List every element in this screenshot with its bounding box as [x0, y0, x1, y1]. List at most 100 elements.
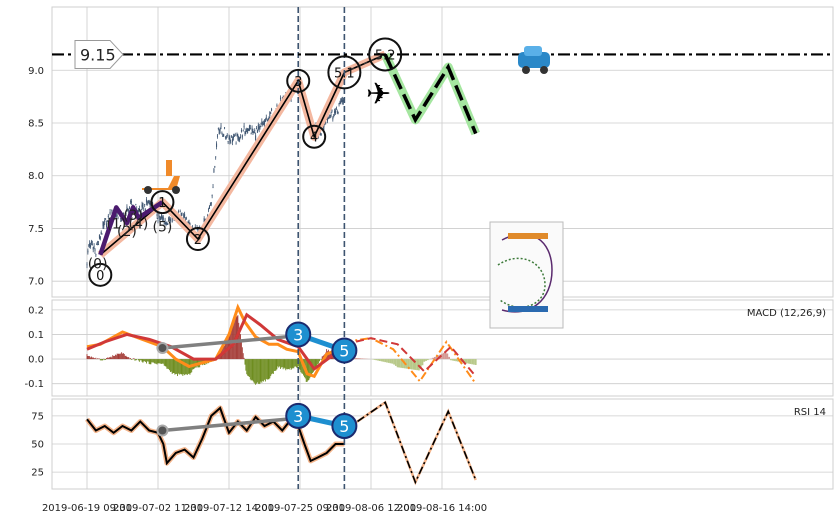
candle-body [158, 214, 160, 217]
macd-histogram-bar [266, 359, 268, 380]
candle-body [149, 202, 151, 205]
macd-histogram-bar [109, 357, 111, 360]
macd-projection-bar [410, 359, 413, 370]
macd-histogram-bar [231, 328, 233, 360]
candle-body [122, 212, 124, 215]
sub-wave-label: (0) [88, 257, 108, 273]
candle-body [97, 241, 99, 243]
macd-histogram-bar [258, 359, 260, 385]
macd-histogram-bar [113, 356, 115, 360]
wave-label: 1 [150, 190, 175, 215]
candle-body [163, 223, 165, 225]
macd-histogram-bar [90, 357, 91, 360]
macd-histogram-bar [167, 359, 169, 369]
wave-label-circle [88, 262, 113, 287]
macd-histogram-bar [95, 357, 97, 360]
macd-histogram-bar [319, 359, 320, 362]
candle-body [209, 203, 211, 205]
highlight-label: 3 [293, 325, 303, 344]
macd-histogram-bar [255, 359, 257, 385]
candle-body [218, 130, 220, 135]
candle-body [234, 134, 236, 136]
macd-histogram-bar [292, 359, 294, 368]
macd-histogram-bar [320, 359, 322, 361]
candle-body [87, 250, 89, 253]
candle-body [223, 134, 225, 137]
candle-body [340, 99, 342, 102]
macd-histogram-bar [89, 356, 91, 360]
macd-histogram-bar [100, 359, 102, 361]
candle-body [222, 135, 224, 137]
macd-histogram-bar [130, 359, 132, 360]
macd-histogram-bar [112, 355, 114, 360]
macd-histogram-bar [156, 359, 158, 365]
candle-body [86, 263, 88, 266]
macd-histogram-bar [318, 359, 320, 364]
wave-label-circle [302, 124, 327, 149]
rsi-projection-line [343, 401, 477, 485]
macd-histogram-bar [91, 357, 93, 360]
macd-projection-bar [441, 353, 443, 360]
candle-body [98, 234, 100, 239]
candle-body [224, 127, 226, 129]
macd-projection-bar [446, 353, 449, 360]
candle-body [108, 218, 110, 223]
candle-body [102, 222, 104, 227]
macd-histogram-bar [154, 359, 155, 364]
macd-histogram-bar [178, 359, 180, 375]
macd-histogram-bar [165, 359, 167, 367]
candle-body [334, 110, 336, 114]
macd-projection-bar [416, 359, 419, 371]
candle-body [156, 213, 158, 217]
macd-histogram-bar [98, 358, 100, 360]
candle-body [261, 121, 263, 124]
macd-histogram-bar [286, 359, 288, 369]
macd-histogram-bar [86, 354, 88, 360]
candle-body [143, 209, 145, 211]
macd-histogram-bar [142, 359, 144, 363]
macd-histogram-bar [253, 359, 255, 383]
candle-body [232, 136, 234, 139]
macd-histogram-bar [248, 359, 249, 377]
highlight-label: 3 [293, 407, 303, 426]
wave-label: 3 [286, 68, 311, 93]
wave-connector [344, 53, 386, 74]
candle-body [338, 103, 340, 105]
candle-body [221, 132, 223, 134]
candle-body [335, 107, 337, 109]
macd-histogram-bar [280, 359, 281, 369]
macd-histogram-bar [294, 359, 296, 367]
candle-body [188, 221, 190, 223]
candle-body [128, 210, 130, 214]
macd-histogram-bar [296, 359, 298, 368]
highlight-label: 5 [339, 417, 349, 436]
macd-histogram-bar [175, 359, 177, 375]
candle-body [262, 122, 264, 126]
macd-histogram-bar [314, 359, 316, 369]
candle-body [225, 137, 227, 139]
macd-histogram-bar [139, 359, 141, 361]
macd-histogram-bar [94, 358, 96, 360]
candle-body [129, 207, 131, 209]
candle-body [327, 117, 329, 119]
macd-histogram-bar [177, 359, 178, 377]
candle-body [254, 130, 256, 132]
macd-histogram-bar [281, 359, 283, 368]
candle-body [90, 241, 92, 244]
candle-body [88, 244, 90, 246]
candle-body [266, 120, 268, 122]
macd-histogram-bar [88, 356, 90, 360]
level-label: 9.15 [80, 45, 116, 64]
y-tick-label: 9.0 [28, 66, 44, 77]
macd-histogram-bar [114, 355, 115, 360]
macd-histogram-bar [158, 359, 160, 364]
candle-body [238, 138, 240, 141]
candle-body [208, 209, 210, 211]
macd-projection-bar [426, 359, 429, 361]
macd-projection-bar [464, 359, 466, 363]
candle-body [126, 206, 128, 210]
macd-histogram-bar [106, 358, 107, 360]
macd-histogram-bar [114, 354, 116, 360]
macd-histogram-bar [239, 329, 241, 360]
macd-projection-bar [396, 359, 399, 368]
